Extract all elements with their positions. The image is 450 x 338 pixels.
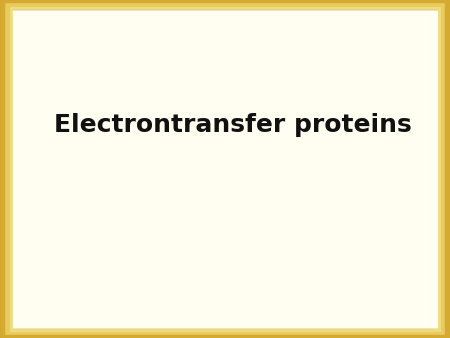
Text: Electrontransfer proteins: Electrontransfer proteins xyxy=(54,113,412,137)
